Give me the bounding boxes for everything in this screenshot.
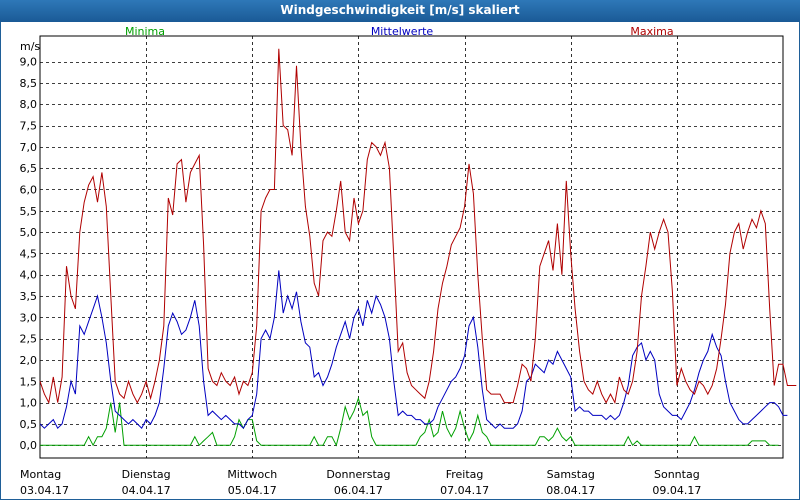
series-minima-line [40,396,779,447]
plot-area [39,35,784,459]
y-tick-label: 4,0 [20,269,38,282]
legend-maxima: Maxima [630,25,673,38]
y-tick-label: 5,0 [20,226,38,239]
series-lines [39,48,797,447]
x-date-label: 03.04.17 [20,484,69,497]
y-tick-label: 3,0 [20,311,38,324]
y-tick-label: 9,0 [20,56,38,69]
y-tick-label: 6,5 [20,162,38,175]
x-axis-labels: Montag 03.04.17 Dienstag 04.04.17 Mittwoch 05… [20,468,701,497]
y-tick-label: 8,0 [20,98,38,111]
x-date-label: 06.04.17 [334,484,383,497]
y-axis-ticks: 0,0 0,5 1,0 1,5 2,0 2,5 3,0 3,5 4,0 4,5 5,0 5,5 6,0 6… [20,56,38,453]
series-mittelwerte-line [39,270,788,430]
x-date-label: 07.04.17 [440,484,489,497]
x-day-label: Donnerstag [326,468,390,481]
x-date-label: 05.04.17 [228,484,277,497]
y-tick-label: 1,5 [20,375,38,388]
y-tick-label: 7,5 [20,120,38,133]
x-date-label: 08.04.17 [546,484,595,497]
y-tick-label: 4,5 [20,247,38,260]
y-tick-label: 2,0 [20,354,38,367]
x-date-label: 04.04.17 [122,484,171,497]
y-tick-label: 3,5 [20,290,38,303]
y-tick-label: 0,0 [20,439,38,452]
series-maxima-line [39,48,797,405]
x-day-label: Montag [20,468,61,481]
x-day-label: Samstag [547,468,595,481]
grid-lines [39,35,784,459]
legend: Minima Mittelwerte Maxima [125,25,674,38]
y-tick-label: 6,0 [20,183,38,196]
y-tick-label: 8,5 [20,77,38,90]
x-date-label: 09.04.17 [652,484,701,497]
x-day-label: Freitag [446,468,484,481]
x-day-label: Mittwoch [227,468,277,481]
y-tick-label: 0,5 [20,418,38,431]
chart-title: Windgeschwindigkeit [m/s] skaliert [0,0,800,22]
x-day-label: Sonntag [654,468,700,481]
y-tick-label: 2,5 [20,333,38,346]
y-tick-label: 5,5 [20,205,38,218]
legend-mittelwerte: Mittelwerte [371,25,434,38]
y-tick-label: 1,0 [20,397,38,410]
legend-minima: Minima [125,25,165,38]
y-tick-label: 7,0 [20,141,38,154]
y-axis-label: m/s [20,40,40,53]
x-day-label: Dienstag [122,468,171,481]
